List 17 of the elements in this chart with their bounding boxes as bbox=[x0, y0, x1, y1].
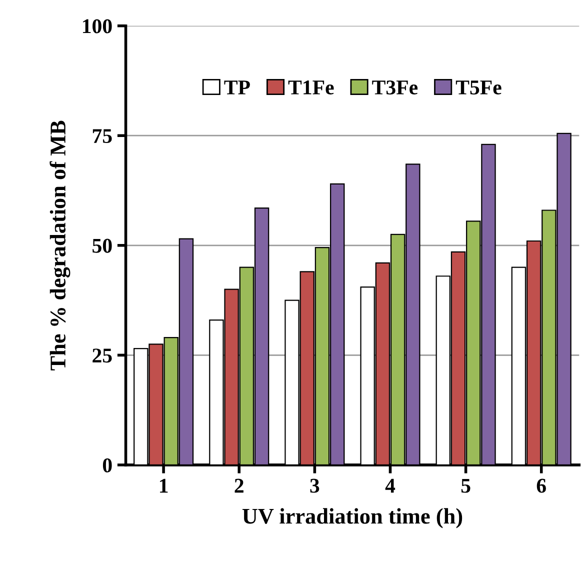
x-tick-label: 2 bbox=[234, 478, 244, 493]
legend-label: T1Fe bbox=[288, 80, 334, 94]
x-tick-label: 6 bbox=[536, 478, 546, 493]
legend-label: T3Fe bbox=[372, 80, 418, 94]
y-tick-label: 100 bbox=[83, 19, 112, 34]
x-axis-title: UV irradiation time (h) bbox=[242, 508, 462, 528]
x-tick-label: 4 bbox=[385, 478, 396, 493]
legend-label: TP bbox=[224, 80, 250, 94]
y-tick-label: 75 bbox=[92, 129, 112, 144]
y-axis-title: The % degradation of MB bbox=[50, 120, 70, 370]
y-tick-label: 50 bbox=[92, 238, 112, 253]
y-tick-label: 25 bbox=[92, 348, 112, 363]
legend-label: T5Fe bbox=[456, 80, 502, 94]
x-tick-label: 1 bbox=[160, 478, 168, 493]
y-tick-label: 0 bbox=[102, 458, 112, 472]
x-tick-label: 5 bbox=[461, 478, 470, 493]
x-tick-label: 3 bbox=[310, 478, 320, 493]
